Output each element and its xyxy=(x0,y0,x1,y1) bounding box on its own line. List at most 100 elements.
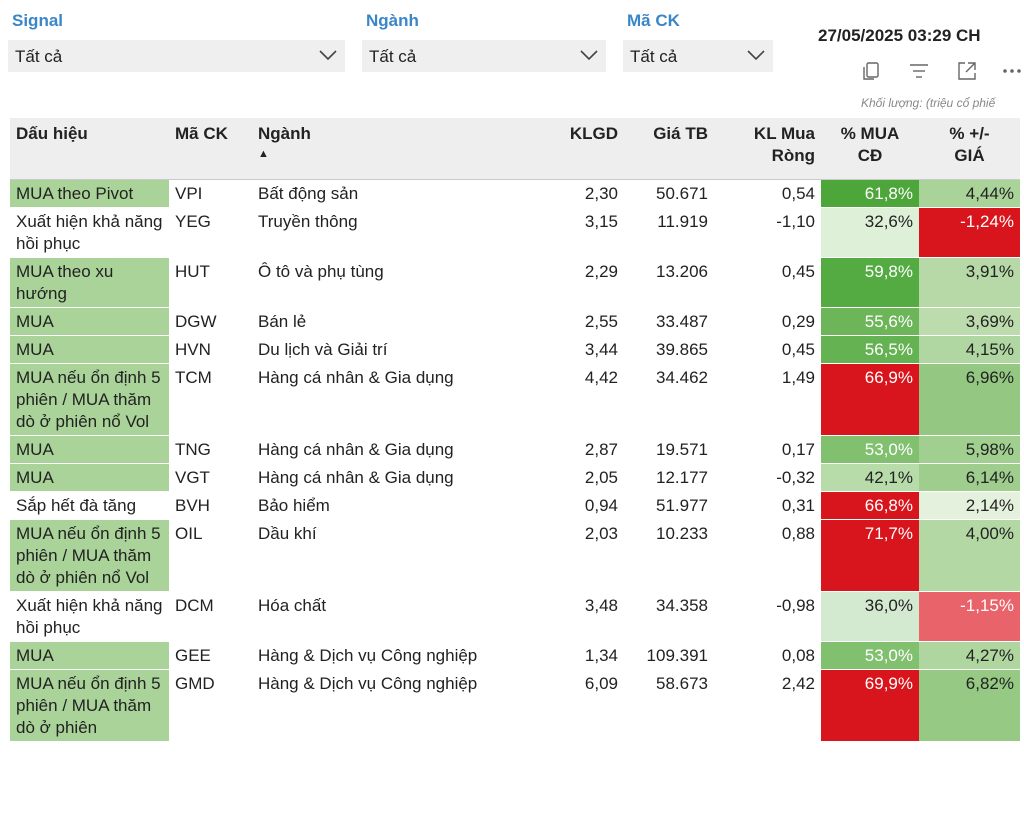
table-header-row: Dấu hiệu Mã CK Ngành ▲ KLGD Giá TB KL Mu… xyxy=(10,118,1020,180)
cell-sector: Truyền thông xyxy=(252,207,534,258)
cell-signal: MUA xyxy=(10,463,169,492)
cell-sector: Hàng cá nhân & Gia dụng xyxy=(252,463,534,492)
table-row[interactable]: MUA DGW Bán lẻ 2,55 33.487 0,29 55,6% 3,69% xyxy=(10,307,1020,336)
sort-ascending-icon[interactable]: ▲ xyxy=(258,148,269,160)
cell-ticker: HUT xyxy=(169,257,252,308)
cell-net-buy: -1,10 xyxy=(714,207,821,258)
filter-icon[interactable] xyxy=(908,60,930,82)
cell-klgd: 2,29 xyxy=(534,257,624,308)
cell-sector: Dầu khí xyxy=(252,519,534,592)
cell-ticker: TNG xyxy=(169,435,252,464)
cell-net-buy: 0,45 xyxy=(714,335,821,364)
cell-net-buy: -0,98 xyxy=(714,591,821,642)
cell-signal: Xuất hiện khả năng hồi phục xyxy=(10,591,169,642)
cell-sector: Bất động sản xyxy=(252,179,534,208)
column-header-pct-change[interactable]: % +/- GIÁ xyxy=(919,118,1020,180)
signal-dropdown[interactable]: Tất cả xyxy=(8,40,345,72)
cell-ticker: GEE xyxy=(169,641,252,670)
cell-klgd: 4,42 xyxy=(534,363,624,436)
cell-klgd: 6,09 xyxy=(534,669,624,742)
column-header-klgd[interactable]: KLGD xyxy=(534,118,624,180)
sector-dropdown-value: Tất cả xyxy=(369,47,417,66)
cell-klgd: 2,87 xyxy=(534,435,624,464)
chevron-down-icon xyxy=(580,50,598,61)
cell-net-buy: -0,32 xyxy=(714,463,821,492)
cell-ticker: TCM xyxy=(169,363,252,436)
table-row[interactable]: MUA theo Pivot VPI Bất động sản 2,30 50.671 0… xyxy=(10,179,1020,208)
cell-ticker: GMD xyxy=(169,669,252,742)
cell-klgd: 2,55 xyxy=(534,307,624,336)
cell-pct-change: 6,82% xyxy=(919,669,1020,742)
cell-avg-price: 34.358 xyxy=(624,591,714,642)
signal-dropdown-value: Tất cả xyxy=(15,47,63,66)
cell-pct-buy: 36,0% xyxy=(821,591,919,642)
cell-signal: Xuất hiện khả năng hồi phục xyxy=(10,207,169,258)
cell-signal: MUA xyxy=(10,641,169,670)
cell-klgd: 2,05 xyxy=(534,463,624,492)
cell-pct-buy: 71,7% xyxy=(821,519,919,592)
cell-klgd: 1,34 xyxy=(534,641,624,670)
cell-net-buy: 0,17 xyxy=(714,435,821,464)
cell-pct-change: 2,14% xyxy=(919,491,1020,520)
ticker-dropdown[interactable]: Tất cả xyxy=(623,40,773,72)
cell-signal: MUA xyxy=(10,435,169,464)
cell-pct-change: 4,44% xyxy=(919,179,1020,208)
filter-label-signal: Signal xyxy=(12,11,64,30)
column-header-ticker[interactable]: Mã CK xyxy=(169,118,252,180)
cell-klgd: 3,48 xyxy=(534,591,624,642)
cell-pct-buy: 53,0% xyxy=(821,641,919,670)
cell-net-buy: 0,88 xyxy=(714,519,821,592)
cell-net-buy: 0,31 xyxy=(714,491,821,520)
cell-avg-price: 33.487 xyxy=(624,307,714,336)
cell-avg-price: 51.977 xyxy=(624,491,714,520)
cell-sector: Hàng cá nhân & Gia dụng xyxy=(252,435,534,464)
table-row[interactable]: Xuất hiện khả năng hồi phục DCM Hóa chất 3,… xyxy=(10,591,1020,642)
cell-klgd: 3,44 xyxy=(534,335,624,364)
more-icon[interactable] xyxy=(1000,60,1024,82)
column-header-sector[interactable]: Ngành ▲ xyxy=(252,118,534,180)
cell-avg-price: 39.865 xyxy=(624,335,714,364)
filter-label-ticker: Mã CK xyxy=(627,11,680,30)
cell-pct-buy: 55,6% xyxy=(821,307,919,336)
filter-label-sector: Ngành xyxy=(366,11,419,30)
cell-sector: Bảo hiểm xyxy=(252,491,534,520)
table-row[interactable]: Sắp hết đà tăng BVH Bảo hiểm 0,94 51.977 0,31… xyxy=(10,491,1020,520)
table-row[interactable]: MUA nếu ổn định 5 phiên / MUA thăm dò ở … xyxy=(10,669,1020,742)
table-row[interactable]: MUA nếu ổn định 5 phiên / MUA thăm dò ở … xyxy=(10,363,1020,436)
cell-ticker: VPI xyxy=(169,179,252,208)
table-row[interactable]: MUA GEE Hàng & Dịch vụ Công nghiệp 1,34 109.… xyxy=(10,641,1020,670)
cell-pct-change: 3,69% xyxy=(919,307,1020,336)
cell-klgd: 0,94 xyxy=(534,491,624,520)
volume-unit-note: Khối lượng: (triệu cổ phiế xyxy=(861,96,996,110)
cell-pct-change: -1,24% xyxy=(919,207,1020,258)
cell-klgd: 2,03 xyxy=(534,519,624,592)
cell-pct-buy: 53,0% xyxy=(821,435,919,464)
chevron-down-icon xyxy=(319,50,337,61)
cell-signal: MUA nếu ổn định 5 phiên / MUA thăm dò ở … xyxy=(10,669,169,742)
column-header-avg-price[interactable]: Giá TB xyxy=(624,118,714,180)
expand-icon[interactable] xyxy=(956,60,978,82)
column-header-signal[interactable]: Dấu hiệu xyxy=(10,118,169,180)
cell-pct-change: 5,98% xyxy=(919,435,1020,464)
cell-pct-change: 4,27% xyxy=(919,641,1020,670)
table-row[interactable]: MUA nếu ổn định 5 phiên / MUA thăm dò ở … xyxy=(10,519,1020,592)
cell-pct-change: 4,00% xyxy=(919,519,1020,592)
table-row[interactable]: MUA HVN Du lịch và Giải trí 3,44 39.865 0,45 5… xyxy=(10,335,1020,364)
table-row[interactable]: MUA theo xu hướng HUT Ô tô và phụ tùng 2,29… xyxy=(10,257,1020,308)
cell-pct-change: 4,15% xyxy=(919,335,1020,364)
cell-ticker: HVN xyxy=(169,335,252,364)
column-header-net-buy[interactable]: KL Mua Ròng xyxy=(714,118,821,180)
sector-dropdown[interactable]: Tất cả xyxy=(362,40,606,72)
cell-net-buy: 0,29 xyxy=(714,307,821,336)
last-updated-timestamp: 27/05/2025 03:29 CH xyxy=(818,26,981,45)
table-row[interactable]: Xuất hiện khả năng hồi phục YEG Truyền thô… xyxy=(10,207,1020,258)
cell-avg-price: 109.391 xyxy=(624,641,714,670)
copy-icon[interactable] xyxy=(860,60,882,82)
cell-avg-price: 19.571 xyxy=(624,435,714,464)
cell-sector: Bán lẻ xyxy=(252,307,534,336)
table-row[interactable]: MUA VGT Hàng cá nhân & Gia dụng 2,05 12.177-… xyxy=(10,463,1020,492)
cell-pct-buy: 61,8% xyxy=(821,179,919,208)
column-header-pct-buy[interactable]: % MUA CĐ xyxy=(821,118,919,180)
cell-klgd: 2,30 xyxy=(534,179,624,208)
table-row[interactable]: MUA TNG Hàng cá nhân & Gia dụng 2,87 19.571 0… xyxy=(10,435,1020,464)
